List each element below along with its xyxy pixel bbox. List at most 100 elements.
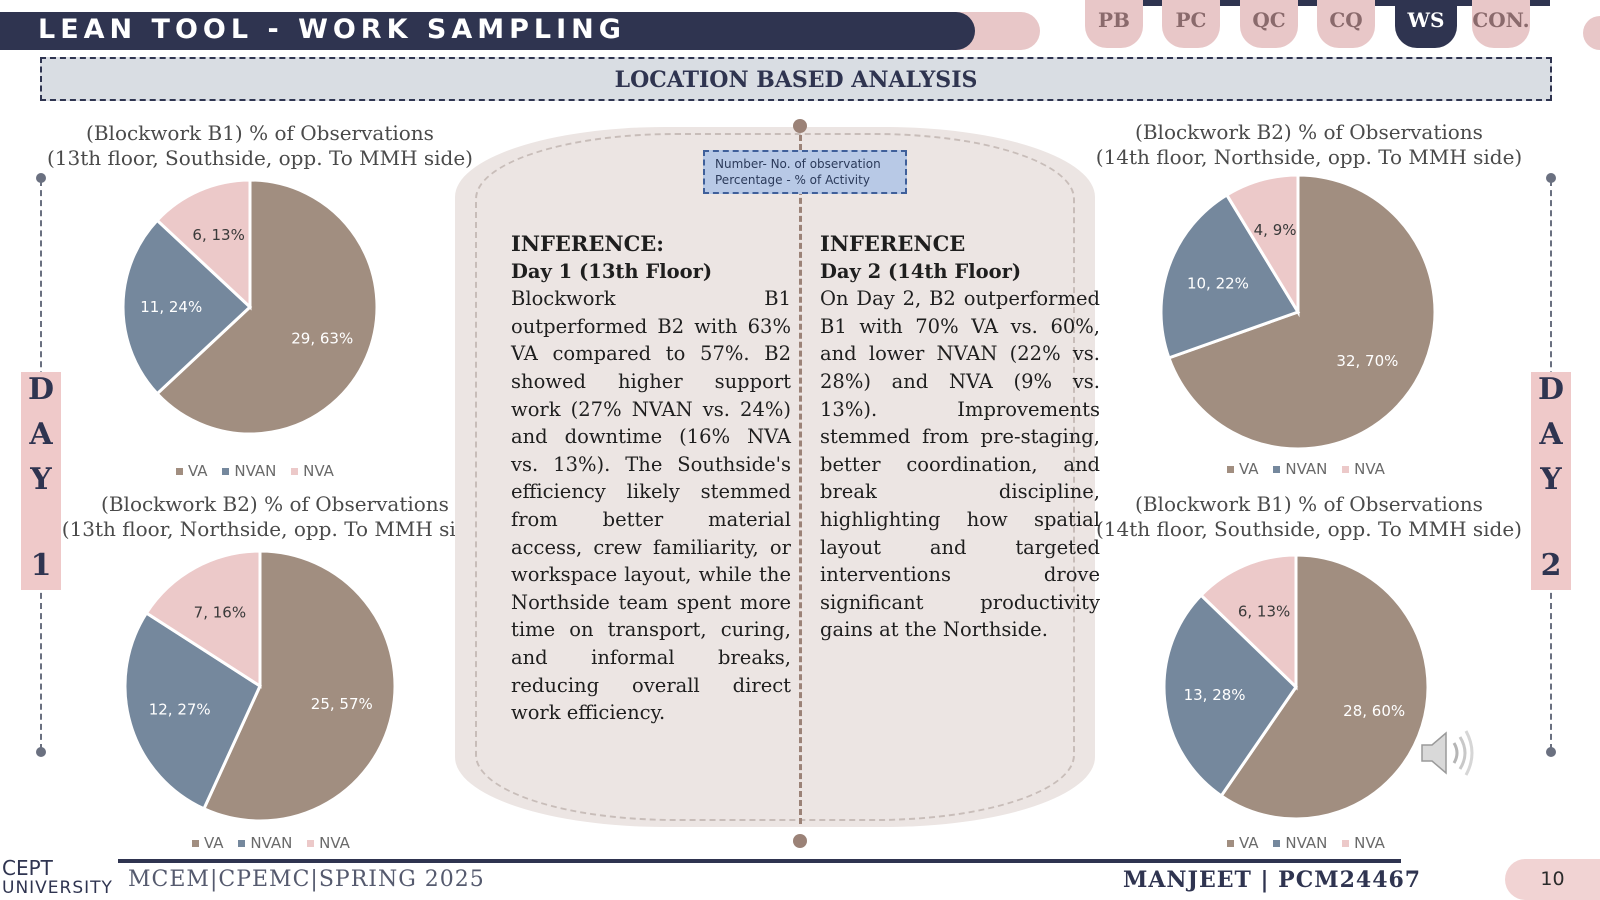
tab-pb[interactable]: PB — [1085, 0, 1143, 48]
legend-item-va: VA — [176, 462, 208, 480]
legend-item-nva: NVA — [307, 834, 350, 852]
legend-label: VA — [1239, 834, 1259, 852]
pie-slice-va — [201, 549, 397, 823]
chart3-title: (Blockwork B2) % of Observations (14th f… — [1089, 120, 1529, 170]
chart2-pie: 25, 57% 12, 27% 7, 16% — [123, 549, 397, 823]
chart4-title: (Blockwork B1) % of Observations (14th f… — [1089, 492, 1529, 542]
chart4-pie: 28, 60% 13, 28% 6, 13% — [1162, 553, 1430, 821]
legend-label: NVAN — [234, 462, 277, 480]
pie-slice-nva — [155, 178, 252, 311]
tab-con[interactable]: CON. — [1472, 0, 1530, 48]
tab-edge — [1583, 16, 1600, 50]
day2-letter: A — [1539, 417, 1563, 452]
chart1-legend: VA NVAN NVA — [176, 462, 344, 480]
chart1-title-line2: (13th floor, Southside, opp. To MMH side… — [47, 146, 473, 170]
legend-label: NVA — [303, 462, 334, 480]
inference-day2: INFERENCE Day 2 (14th Floor) On Day 2, B… — [820, 230, 1100, 644]
pie-slice-nva — [1224, 173, 1300, 318]
university-logo-line2: UNIVERSITY — [2, 878, 113, 898]
footer-course: MCEM|CPEMC|SPRING 2025 — [128, 867, 485, 892]
pie-data-label: 6, 13% — [1238, 603, 1290, 621]
note-line1: Number- No. of observation — [715, 157, 881, 171]
day1-letter: A — [29, 417, 53, 452]
legend-swatch-nvan — [222, 468, 230, 475]
legend-label: NVA — [319, 834, 350, 852]
pie-data-label: 6, 13% — [192, 226, 244, 244]
divider-dot-bottom — [793, 834, 807, 848]
note-line2: Percentage - % of Activity — [715, 173, 870, 187]
pie-slice-nvan — [1162, 593, 1298, 798]
chart1-title: (Blockwork B1) % of Observations (13th f… — [40, 121, 480, 171]
pie-data-label: 13, 28% — [1184, 686, 1246, 704]
legend-item-nvan: NVAN — [222, 462, 276, 480]
chart3-title-line2: (14th floor, Northside, opp. To MMH side… — [1095, 145, 1523, 169]
pie-data-label: 29, 63% — [291, 329, 353, 347]
panel-divider — [799, 126, 802, 824]
tab-qc[interactable]: QC — [1240, 0, 1298, 48]
chart3-title-line1: (Blockwork B2) % of Observations — [1135, 120, 1483, 144]
chart4-legend: VA NVAN NVA — [1227, 834, 1395, 852]
chart2-title-line1: (Blockwork B2) % of Observations — [101, 492, 449, 516]
legend-swatch-nvan — [238, 840, 246, 847]
pie-slice-nvan — [121, 218, 253, 396]
legend-item-va: VA — [192, 834, 224, 852]
chart3-legend: VA NVAN NVA — [1227, 460, 1395, 478]
inference-day1-subheading: Day 1 (13th Floor) — [511, 259, 713, 283]
pie-data-label: 32, 70% — [1336, 352, 1398, 370]
legend-item-nvan: NVAN — [1273, 460, 1327, 478]
pie-data-label: 7, 16% — [194, 604, 246, 622]
chart2-title-line2: (13th floor, Northside, opp. To MMH side… — [61, 517, 489, 541]
legend-label: VA — [204, 834, 224, 852]
legend-swatch-nva — [1342, 840, 1350, 847]
pie-slice-va — [1166, 173, 1437, 451]
chart3-pie: 32, 70% 10, 22% 4, 9% — [1159, 173, 1437, 451]
day2-number: 2 — [1540, 548, 1562, 583]
chart2-legend: VA NVAN NVA — [192, 834, 360, 852]
pie-data-label: 11, 24% — [140, 298, 202, 316]
pie-slice-va — [1219, 553, 1430, 821]
chart1-pie: 29, 63% 11, 24% 6, 13% — [121, 178, 379, 436]
legend-label: VA — [1239, 460, 1259, 478]
legend-label: NVAN — [1285, 460, 1328, 478]
chart4-title-line1: (Blockwork B1) % of Observations — [1135, 492, 1483, 516]
legend-swatch-nvan — [1273, 840, 1281, 847]
legend-swatch-nva — [291, 468, 299, 475]
divider-dot-top — [793, 119, 807, 133]
day1-letter: Y — [30, 462, 52, 497]
section-header: LOCATION BASED ANALYSIS — [40, 57, 1552, 101]
legend-item-nva: NVA — [1342, 834, 1385, 852]
inference-day1-text: Blockwork B1 outperformed B2 with 63% VA… — [511, 287, 791, 725]
legend-item-va: VA — [1227, 460, 1259, 478]
legend-label: NVAN — [250, 834, 293, 852]
day2-letter: D — [1537, 372, 1564, 407]
pie-slice-nva — [1198, 553, 1298, 691]
inference-panel-border — [475, 133, 1075, 821]
legend-swatch-nva — [307, 840, 315, 847]
pie-data-label: 10, 22% — [1187, 275, 1249, 293]
legend-item-va: VA — [1227, 834, 1259, 852]
inference-day1: INFERENCE: Day 1 (13th Floor) Blockwork … — [511, 230, 791, 727]
inference-day2-heading: INFERENCE — [820, 231, 966, 256]
inference-day1-heading: INFERENCE: — [511, 231, 665, 256]
legend-swatch-va — [192, 840, 199, 847]
speaker-icon[interactable] — [1418, 725, 1478, 781]
tab-pc[interactable]: PC — [1162, 0, 1220, 48]
tab-cq[interactable]: CQ — [1317, 0, 1375, 48]
day1-timeline-dot-top — [36, 173, 46, 183]
pie-data-label: 4, 9% — [1254, 221, 1297, 239]
pie-data-label: 25, 57% — [311, 695, 373, 713]
inference-day2-subheading: Day 2 (14th Floor) — [820, 259, 1022, 283]
legend-swatch-nvan — [1273, 466, 1281, 473]
pie-slice-nva — [144, 549, 262, 689]
day2-timeline-dot-bottom — [1546, 747, 1556, 757]
legend-item-nvan: NVAN — [1273, 834, 1327, 852]
day1-number: 1 — [30, 548, 52, 583]
day2-timeline-dot-top — [1546, 173, 1556, 183]
legend-label: VA — [188, 462, 208, 480]
pie-data-label: 28, 60% — [1343, 702, 1405, 720]
page-number: 10 — [1505, 859, 1600, 900]
tab-ws[interactable]: WS — [1395, 0, 1457, 48]
page-title: LEAN TOOL - WORK SAMPLING — [38, 14, 626, 45]
day1-timeline-dot-bottom — [36, 747, 46, 757]
legend-label: NVAN — [1285, 834, 1328, 852]
